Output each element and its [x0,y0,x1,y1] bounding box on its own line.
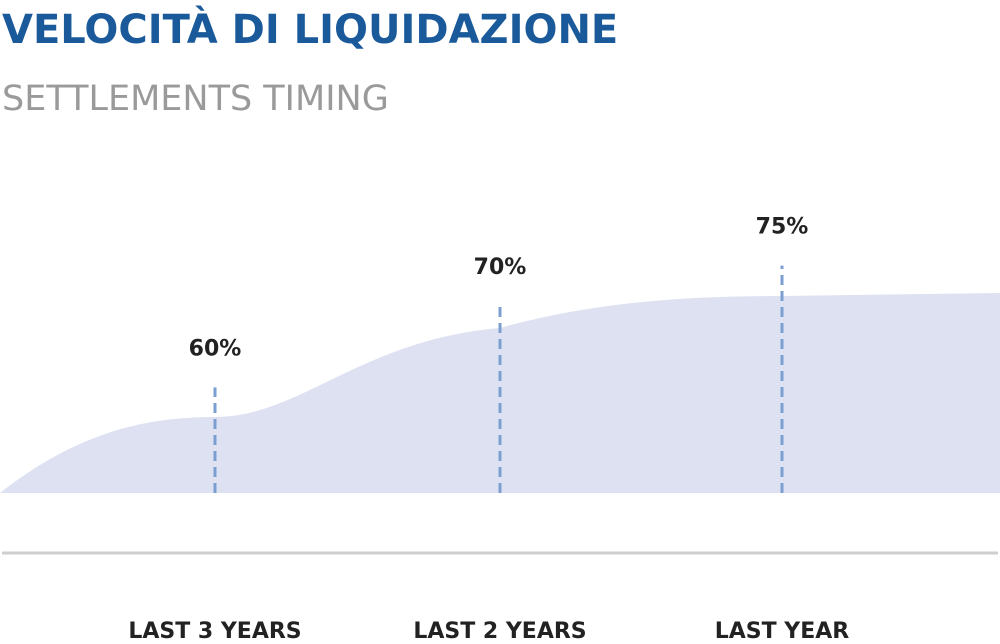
chart-subtitle: SETTLEMENTS TIMING [2,79,389,119]
chart-title: VELOCITÀ DI LIQUIDAZIONE [2,5,618,53]
value-label: 75% [756,215,809,240]
x-tick-label: LAST 2 YEARS [413,619,586,644]
x-tick-label: LAST YEAR [715,619,850,644]
value-label: 60% [189,336,242,361]
x-tick-label: LAST 3 YEARS [128,619,301,644]
value-label: 70% [474,255,527,280]
